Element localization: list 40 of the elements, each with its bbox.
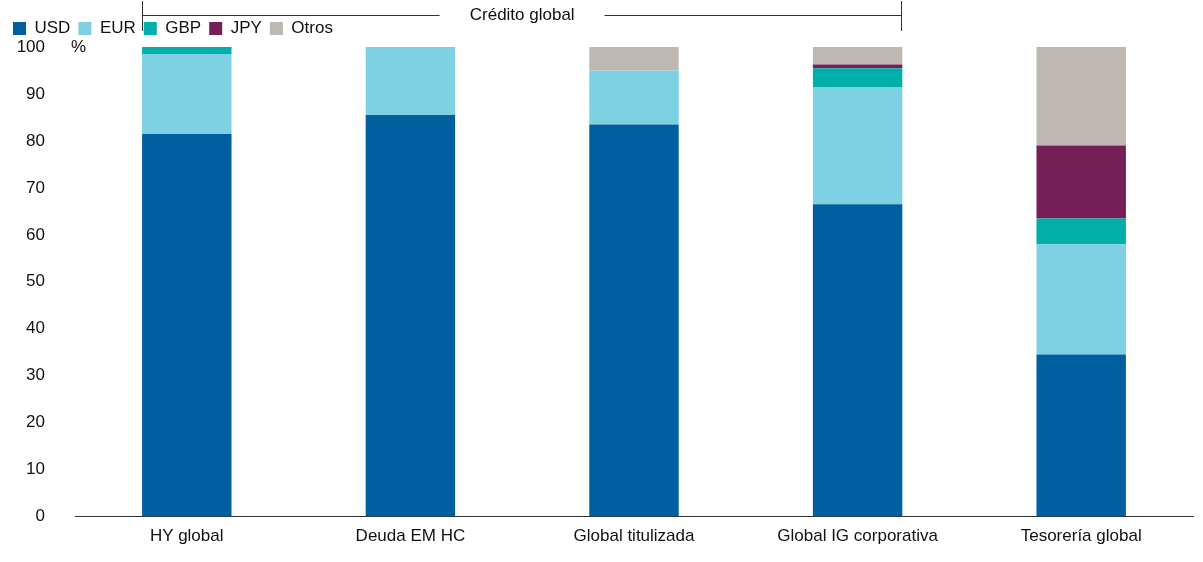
x-tick-label: Global IG corporativa [777, 526, 939, 546]
bar [589, 70, 679, 125]
x-tick-label: Global titulizada [573, 526, 696, 546]
bar [589, 124, 679, 517]
y-tick-label: 20 [26, 412, 45, 432]
bar [1036, 244, 1126, 355]
legend-label: GBP [165, 18, 202, 38]
bar [1036, 354, 1126, 517]
y-tick-label: 50 [26, 271, 45, 291]
bar [142, 47, 232, 55]
bar [365, 115, 456, 517]
y-tick-label: 30 [26, 365, 45, 385]
x-tick-label: Tesorería global [1020, 526, 1142, 546]
y-tick-label: 80 [26, 130, 45, 150]
y-tick-label: 10 [26, 459, 45, 479]
bar [1036, 47, 1126, 146]
y-tick-label: 60 [26, 224, 45, 244]
bar [812, 68, 903, 87]
bar [142, 133, 232, 517]
y-tick-label: 90 [26, 83, 45, 103]
bar [1036, 218, 1126, 245]
y-tick-label: 100 [16, 36, 45, 56]
x-tick-label: HY global [150, 526, 224, 546]
y-tick-label: 70 [26, 177, 45, 197]
y-axis-title: % [71, 36, 87, 56]
legend-label: EUR [99, 18, 136, 38]
legend-label: JPY [230, 18, 262, 38]
bar [365, 47, 456, 116]
bar [142, 54, 232, 134]
y-tick-label: 0 [35, 506, 45, 526]
bar [1036, 145, 1126, 219]
bar [589, 47, 679, 71]
x-tick-label: Deuda EM HC [355, 526, 466, 546]
bar [812, 47, 903, 65]
legend-label: Otros [291, 18, 333, 38]
bar [812, 86, 903, 205]
y-tick-label: 40 [26, 318, 45, 338]
bar [812, 204, 903, 517]
bar [812, 64, 903, 69]
legend-label: USD [34, 18, 71, 38]
